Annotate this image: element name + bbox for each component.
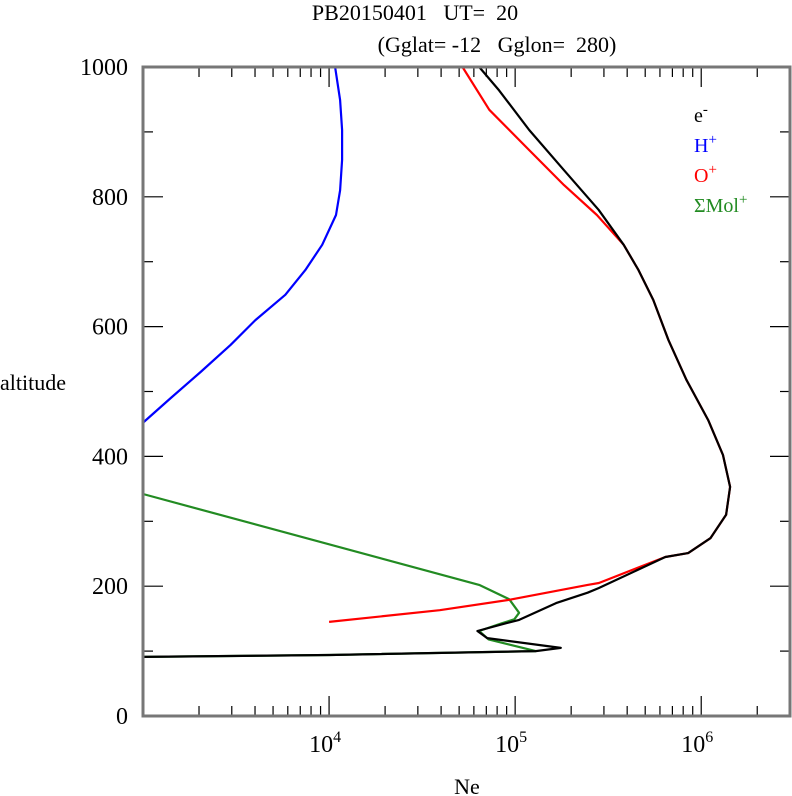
y-axis-label: altitude <box>0 370 66 395</box>
x-tick-label: 105 <box>495 729 527 758</box>
chart-title-line2: (Gglat= -12 Gglon= 280) <box>378 32 617 57</box>
series-line-h-plus <box>143 66 344 423</box>
y-tick-label: 0 <box>116 704 128 730</box>
y-tick-label: 800 <box>92 185 128 211</box>
y-tick-label: 1000 <box>80 55 128 81</box>
x-tick-label: 104 <box>309 729 341 758</box>
series-line-electron <box>142 66 732 658</box>
x-tick-label: 106 <box>681 729 713 758</box>
x-axis-label: Ne <box>454 774 480 796</box>
y-tick-label: 600 <box>92 315 128 341</box>
plot-frame <box>141 65 792 718</box>
legend-entry: H+ <box>694 132 717 157</box>
legend-entry: ΣMol+ <box>694 192 747 217</box>
legend-entry: e- <box>694 102 708 127</box>
legend-entry: O+ <box>694 162 717 187</box>
y-tick-label: 200 <box>92 574 128 600</box>
chart-title-line1: PB20150401 UT= 20 <box>312 0 518 25</box>
series-line-molecular-ions <box>142 492 537 658</box>
y-tick-label: 400 <box>92 444 128 470</box>
